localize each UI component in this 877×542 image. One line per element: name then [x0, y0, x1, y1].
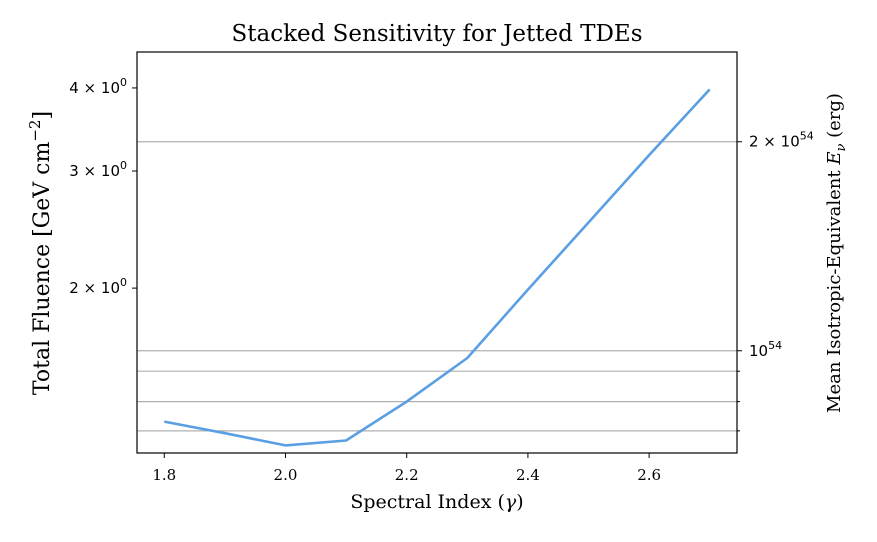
x-tick-label: 2.4 [516, 466, 540, 484]
y-axis-right: 1054 2 × 1054 [737, 130, 814, 432]
x-tick-label: 2.2 [395, 466, 419, 484]
x-tick-label: 2.0 [274, 466, 298, 484]
x-axis: 1.8 2.0 2.2 2.4 2.6 [152, 453, 661, 484]
y-axis-label-left: Total Fluence [GeV cm−2] [26, 111, 55, 395]
y-axis-left: 2 × 100 3 × 100 4 × 100 [69, 76, 137, 297]
x-tick-label: 1.8 [152, 466, 176, 484]
series-layer [164, 88, 711, 447]
x-axis-label: Spectral Index (γ) [350, 491, 523, 513]
y-axis-label-right: Mean Isotropic-Equivalent Eν (erg) [824, 93, 849, 413]
y-tick-label-left: 2 × 100 [69, 276, 127, 297]
y-tick-label-right: 2 × 1054 [749, 130, 814, 151]
series-line [164, 88, 711, 447]
x-tick-label: 2.6 [637, 466, 661, 484]
y-tick-label-left: 3 × 100 [69, 159, 127, 180]
chart-title: Stacked Sensitivity for Jetted TDEs [231, 21, 642, 47]
plot-frame [136, 51, 738, 454]
y-tick-label-left: 4 × 100 [69, 76, 127, 97]
y-tick-label-right: 1054 [749, 339, 782, 360]
grid-lines [137, 141, 737, 432]
